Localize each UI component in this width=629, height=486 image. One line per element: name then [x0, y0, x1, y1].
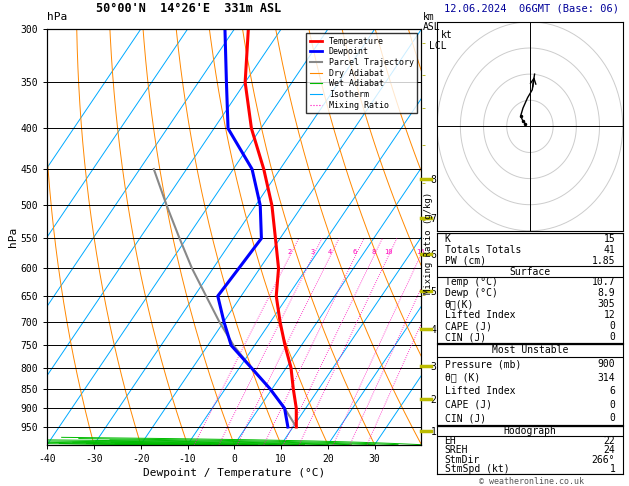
- Text: 0: 0: [610, 400, 615, 410]
- Text: © weatheronline.co.uk: © weatheronline.co.uk: [479, 477, 584, 486]
- Text: 16: 16: [416, 249, 425, 255]
- Text: 314: 314: [598, 373, 615, 382]
- Text: Lifted Index: Lifted Index: [445, 386, 515, 396]
- Text: -: -: [421, 215, 425, 225]
- Text: 8: 8: [371, 249, 376, 255]
- Text: 6: 6: [353, 249, 357, 255]
- Text: 3: 3: [311, 249, 315, 255]
- Text: 1.85: 1.85: [592, 256, 615, 266]
- Text: 10.7: 10.7: [592, 278, 615, 288]
- Text: 41: 41: [604, 244, 615, 255]
- Text: CAPE (J): CAPE (J): [445, 321, 492, 331]
- Text: 10: 10: [384, 249, 392, 255]
- Text: Mixing Ratio (g/kg): Mixing Ratio (g/kg): [425, 192, 433, 294]
- Text: 12.06.2024  06GMT (Base: 06): 12.06.2024 06GMT (Base: 06): [444, 3, 619, 14]
- X-axis label: Dewpoint / Temperature (°C): Dewpoint / Temperature (°C): [143, 468, 325, 478]
- Text: Temp (°C): Temp (°C): [445, 278, 498, 288]
- Text: -: -: [421, 178, 425, 188]
- Text: 2: 2: [287, 249, 291, 255]
- Text: 15: 15: [604, 234, 615, 244]
- Text: Dewp (°C): Dewp (°C): [445, 288, 498, 298]
- Text: ASL: ASL: [423, 21, 440, 32]
- Text: 0: 0: [610, 321, 615, 331]
- Y-axis label: hPa: hPa: [8, 227, 18, 247]
- Text: SREH: SREH: [445, 445, 468, 455]
- Text: CAPE (J): CAPE (J): [445, 400, 492, 410]
- Text: -: -: [421, 140, 425, 150]
- Text: 8.9: 8.9: [598, 288, 615, 298]
- Text: StmSpd (kt): StmSpd (kt): [445, 464, 509, 474]
- Text: CIN (J): CIN (J): [445, 414, 486, 423]
- Text: -: -: [421, 104, 425, 113]
- Legend: Temperature, Dewpoint, Parcel Trajectory, Dry Adiabat, Wet Adiabat, Isotherm, Mi: Temperature, Dewpoint, Parcel Trajectory…: [306, 34, 417, 113]
- Text: 24: 24: [604, 445, 615, 455]
- Text: 0: 0: [610, 414, 615, 423]
- Text: -: -: [421, 290, 425, 300]
- Text: Most Unstable: Most Unstable: [492, 346, 568, 355]
- Text: -: -: [421, 38, 425, 48]
- Text: Lifted Index: Lifted Index: [445, 310, 515, 320]
- Text: EH: EH: [445, 435, 456, 446]
- Text: 4: 4: [328, 249, 332, 255]
- Text: 1: 1: [610, 464, 615, 474]
- Text: LCL: LCL: [429, 41, 447, 51]
- Text: -: -: [421, 251, 425, 261]
- Text: 0: 0: [610, 332, 615, 342]
- Text: 12: 12: [604, 310, 615, 320]
- Text: Hodograph: Hodograph: [503, 426, 557, 436]
- Text: -: -: [421, 70, 425, 80]
- Text: K: K: [445, 234, 450, 244]
- Text: Surface: Surface: [509, 266, 550, 277]
- Text: StmDir: StmDir: [445, 454, 480, 465]
- Text: km: km: [423, 12, 435, 22]
- Text: θᴄ (K): θᴄ (K): [445, 373, 480, 382]
- Text: kt: kt: [441, 30, 453, 40]
- Text: 900: 900: [598, 359, 615, 369]
- Text: θᴄ(K): θᴄ(K): [445, 299, 474, 310]
- Text: Totals Totals: Totals Totals: [445, 244, 521, 255]
- Text: 266°: 266°: [592, 454, 615, 465]
- Text: CIN (J): CIN (J): [445, 332, 486, 342]
- Text: PW (cm): PW (cm): [445, 256, 486, 266]
- Text: 305: 305: [598, 299, 615, 310]
- Text: 50°00'N  14°26'E  331m ASL: 50°00'N 14°26'E 331m ASL: [96, 1, 281, 15]
- Text: 22: 22: [604, 435, 615, 446]
- Text: Pressure (mb): Pressure (mb): [445, 359, 521, 369]
- Text: 6: 6: [610, 386, 615, 396]
- Text: hPa: hPa: [47, 12, 67, 22]
